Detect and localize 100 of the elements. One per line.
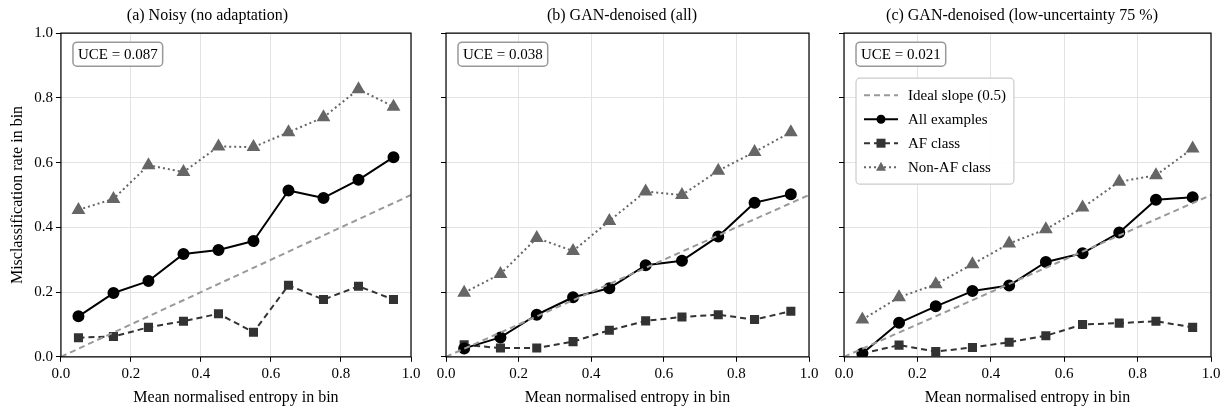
- point: [247, 234, 260, 247]
- x-tick-label: 1.0: [401, 364, 421, 381]
- point: [495, 343, 505, 353]
- point: [212, 139, 225, 151]
- point: [282, 184, 295, 197]
- point: [317, 110, 330, 122]
- y-tick-label: 0.4: [34, 218, 54, 235]
- x-tick-label: 0.6: [654, 364, 674, 381]
- point: [107, 191, 120, 203]
- x-tick-label: 0.8: [727, 364, 746, 381]
- point: [1188, 322, 1198, 332]
- point: [178, 316, 188, 326]
- point: [387, 151, 400, 164]
- point: [713, 310, 723, 320]
- annotation: UCE = 0.021: [861, 46, 941, 63]
- point: [566, 243, 580, 255]
- point: [784, 125, 798, 137]
- x-tick-label: 0.4: [981, 364, 1001, 381]
- point: [603, 282, 616, 295]
- point: [748, 196, 761, 209]
- point: [1041, 331, 1051, 341]
- point: [712, 163, 725, 175]
- y-tick-label: 1.0: [34, 24, 53, 41]
- x-tick-label: 0.0: [51, 364, 71, 381]
- x-tick-label: 0.8: [1128, 364, 1147, 381]
- x-axis-title: Mean normalised entropy in bin: [924, 387, 1131, 406]
- legend-label: All examples: [908, 111, 988, 128]
- point: [675, 188, 689, 199]
- x-axis-title: Mean normalised entropy in bin: [524, 387, 731, 406]
- point: [143, 322, 153, 332]
- point: [1078, 319, 1088, 329]
- point: [641, 316, 651, 326]
- y-axis-title: Misclassification rate in bin: [7, 105, 25, 285]
- legend-label: Non-AF class: [908, 159, 992, 176]
- point: [107, 287, 120, 300]
- point: [1039, 255, 1052, 268]
- y-tick-label: 0.0: [34, 347, 53, 364]
- point: [282, 125, 295, 137]
- chart-title: (a) Noisy (no adaptation): [126, 5, 289, 24]
- point: [1186, 141, 1199, 153]
- x-tick-label: 0.2: [509, 364, 528, 381]
- point: [142, 275, 155, 288]
- point: [929, 300, 942, 313]
- point: [247, 140, 260, 152]
- x-tick-label: 0.0: [436, 364, 456, 381]
- point: [318, 294, 329, 305]
- point: [388, 294, 399, 305]
- x-tick-label: 0.2: [121, 364, 141, 381]
- point: [352, 82, 365, 94]
- annotation: UCE = 0.087: [77, 46, 159, 63]
- point: [892, 290, 906, 302]
- point: [352, 173, 365, 186]
- point: [142, 158, 155, 170]
- point: [639, 184, 652, 196]
- y-tick-label: 0.2: [34, 283, 53, 300]
- x-tick-label: 0.4: [191, 364, 211, 381]
- point: [177, 165, 190, 177]
- point: [72, 310, 85, 323]
- x-tick-label: 0.4: [581, 364, 602, 381]
- point: [966, 285, 979, 298]
- x-axis-title: Mean normalised entropy in bin: [133, 387, 339, 406]
- point: [72, 202, 85, 214]
- point: [1039, 222, 1053, 234]
- x-tick-label: 0.6: [261, 364, 281, 381]
- chart-title: (b) GAN-denoised (all): [546, 5, 698, 24]
- annotation: UCE = 0.038: [463, 46, 543, 63]
- point: [248, 327, 259, 337]
- point: [212, 244, 225, 257]
- point: [1186, 191, 1199, 204]
- legend-label: Ideal slope (0.5): [908, 87, 1006, 105]
- x-tick-label: 0.6: [1054, 364, 1075, 381]
- point: [317, 191, 330, 204]
- point: [1149, 168, 1163, 180]
- chart-title: (c) GAN-denoised (low-uncertainty 75 %): [886, 5, 1158, 24]
- x-tick-label: 0.8: [331, 364, 351, 381]
- point: [494, 331, 507, 344]
- point: [675, 254, 688, 267]
- y-tick-label: 0.6: [34, 153, 54, 170]
- point: [177, 247, 190, 260]
- point: [1113, 174, 1126, 186]
- point: [784, 188, 797, 201]
- point: [856, 312, 869, 324]
- point: [387, 99, 400, 111]
- point: [966, 257, 979, 269]
- point: [108, 331, 118, 341]
- y-tick-label: 0.8: [34, 88, 53, 105]
- point: [532, 343, 542, 353]
- point: [894, 340, 904, 350]
- point: [283, 280, 294, 290]
- point: [1002, 236, 1016, 248]
- point: [748, 144, 761, 156]
- point: [1114, 318, 1124, 328]
- x-tick-label: 1.0: [799, 364, 819, 381]
- x-tick-label: 0.0: [834, 364, 854, 381]
- point: [568, 337, 578, 347]
- point: [213, 309, 224, 319]
- point: [530, 231, 543, 243]
- point: [494, 266, 507, 278]
- point: [750, 315, 760, 325]
- point: [931, 347, 941, 357]
